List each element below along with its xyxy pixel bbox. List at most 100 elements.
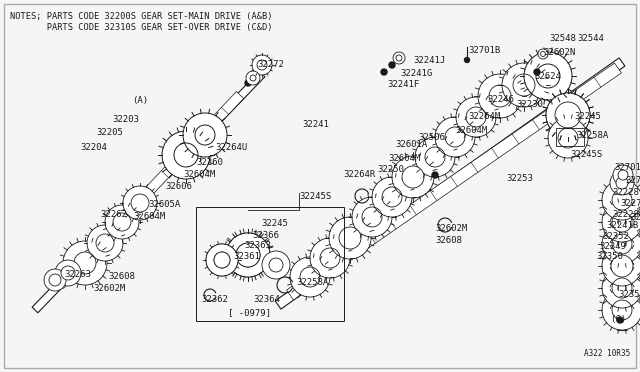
Circle shape — [226, 233, 270, 277]
Text: 32701: 32701 — [630, 213, 640, 222]
Text: 32701A: 32701A — [625, 176, 640, 185]
Circle shape — [290, 257, 330, 297]
Polygon shape — [275, 58, 625, 309]
Circle shape — [352, 197, 392, 237]
Circle shape — [183, 113, 227, 157]
Text: 32602N: 32602N — [543, 48, 575, 57]
Circle shape — [269, 258, 283, 272]
Text: 32624: 32624 — [534, 72, 561, 81]
Circle shape — [63, 241, 107, 285]
Circle shape — [602, 202, 640, 242]
Circle shape — [236, 243, 260, 267]
Circle shape — [339, 227, 361, 249]
Text: 32258A: 32258A — [576, 131, 608, 140]
Text: 32601A: 32601A — [395, 140, 428, 149]
Text: 32205: 32205 — [96, 128, 123, 137]
Circle shape — [245, 80, 251, 86]
Text: 32241G: 32241G — [400, 69, 432, 78]
Text: 32602M: 32602M — [93, 284, 125, 293]
Text: 32362: 32362 — [201, 295, 228, 304]
Circle shape — [250, 75, 256, 81]
Circle shape — [602, 290, 640, 330]
Circle shape — [524, 52, 572, 100]
Circle shape — [214, 252, 230, 268]
Text: 32602M: 32602M — [435, 224, 467, 233]
Polygon shape — [56, 92, 244, 288]
Text: 32604M: 32604M — [133, 212, 165, 221]
Bar — [556, 128, 584, 146]
Text: 32204: 32204 — [80, 143, 107, 152]
Circle shape — [105, 205, 139, 239]
Text: PARTS CODE 32310S GEAR SET-OVER DRIVE (C&D): PARTS CODE 32310S GEAR SET-OVER DRIVE (C… — [10, 23, 273, 32]
Text: 32264U: 32264U — [215, 143, 247, 152]
Circle shape — [415, 137, 455, 177]
Text: 32363: 32363 — [244, 241, 271, 250]
Text: 32604M: 32604M — [183, 170, 215, 179]
Circle shape — [329, 217, 371, 259]
Circle shape — [262, 251, 290, 279]
Text: 32246: 32246 — [487, 95, 514, 104]
Circle shape — [618, 170, 628, 180]
Circle shape — [206, 244, 238, 276]
Text: 32203: 32203 — [112, 115, 139, 124]
Circle shape — [538, 49, 548, 59]
Text: 32245: 32245 — [261, 219, 288, 228]
Text: 32275: 32275 — [620, 199, 640, 208]
Circle shape — [123, 186, 157, 220]
Text: 32608: 32608 — [435, 236, 462, 245]
Circle shape — [502, 63, 546, 107]
Text: 32608: 32608 — [108, 272, 135, 281]
Text: 32258A: 32258A — [296, 278, 328, 287]
Text: A322 10R35: A322 10R35 — [584, 349, 630, 358]
Polygon shape — [32, 71, 265, 313]
Circle shape — [396, 55, 402, 61]
Circle shape — [44, 269, 66, 291]
Text: 32350: 32350 — [596, 252, 623, 261]
Circle shape — [611, 255, 633, 277]
Text: 32701B: 32701B — [468, 46, 500, 55]
Text: 32260: 32260 — [196, 158, 223, 167]
Text: 32349: 32349 — [599, 242, 626, 251]
Text: 32262: 32262 — [100, 210, 127, 219]
Text: 32241J: 32241J — [413, 56, 445, 65]
Circle shape — [402, 166, 424, 188]
Polygon shape — [287, 63, 621, 300]
Circle shape — [478, 74, 522, 118]
Text: 32701A: 32701A — [614, 163, 640, 172]
Circle shape — [55, 260, 81, 286]
Circle shape — [546, 93, 590, 137]
Text: 32544: 32544 — [577, 34, 604, 43]
Circle shape — [534, 69, 540, 75]
Text: 32604M: 32604M — [455, 126, 487, 135]
Circle shape — [546, 93, 590, 137]
Text: 32245S: 32245S — [299, 192, 332, 201]
Polygon shape — [617, 165, 627, 330]
Polygon shape — [618, 165, 626, 330]
Circle shape — [393, 52, 405, 64]
Circle shape — [381, 69, 387, 75]
Text: 32264M: 32264M — [468, 112, 500, 121]
Circle shape — [226, 233, 270, 277]
Text: 32250: 32250 — [377, 165, 404, 174]
Text: 32241F: 32241F — [387, 80, 419, 89]
Circle shape — [602, 246, 640, 286]
Text: NOTES; PARTS CODE 32200S GEAR SET-MAIN DRIVE (A&B): NOTES; PARTS CODE 32200S GEAR SET-MAIN D… — [10, 12, 273, 21]
Circle shape — [465, 58, 470, 62]
Text: 32241: 32241 — [302, 120, 329, 129]
Text: (C): (C) — [610, 315, 626, 324]
Text: 32253: 32253 — [506, 174, 533, 183]
Bar — [196, 207, 344, 321]
Circle shape — [456, 97, 496, 137]
Circle shape — [252, 55, 272, 75]
Text: 32606: 32606 — [165, 182, 192, 191]
Text: 32263: 32263 — [64, 270, 91, 279]
Text: 32264R: 32264R — [343, 170, 375, 179]
Circle shape — [372, 177, 412, 217]
Text: 32352: 32352 — [602, 232, 629, 241]
Text: 32605A: 32605A — [148, 200, 180, 209]
Text: (A): (A) — [132, 96, 148, 105]
Text: [ -0979]: [ -0979] — [228, 308, 271, 317]
Text: 32350: 32350 — [618, 290, 640, 299]
Circle shape — [613, 165, 633, 185]
Text: 32272: 32272 — [257, 60, 284, 69]
